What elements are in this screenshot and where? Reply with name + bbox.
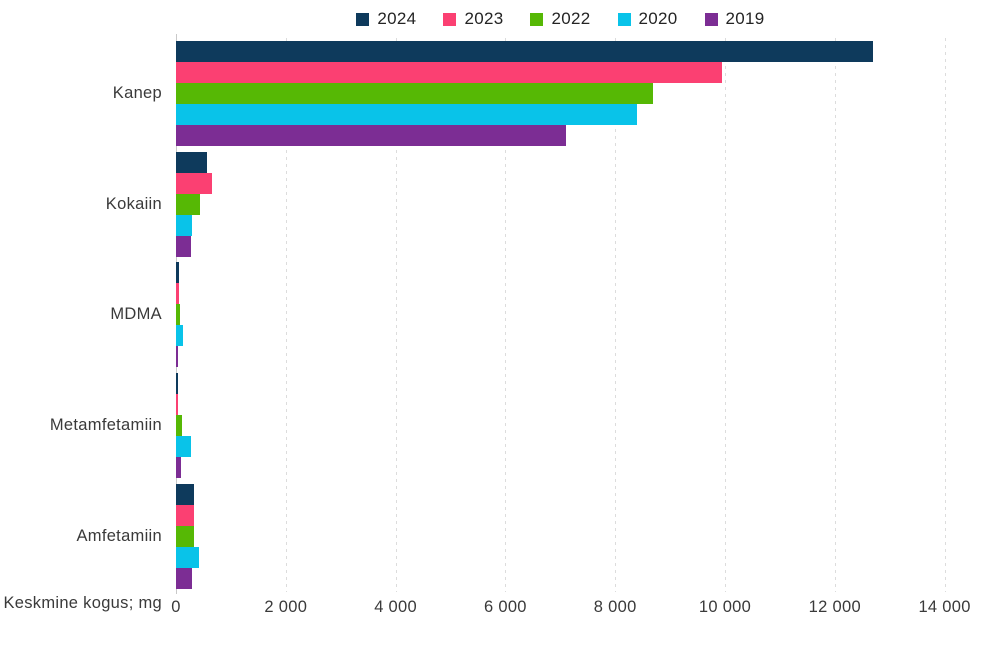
plot-area (176, 34, 946, 594)
legend-label: 2023 (464, 9, 504, 28)
bar-group-kokaiin (176, 149, 945, 260)
bar-mdma-2019 (176, 346, 179, 368)
bar-group-kanep (176, 38, 945, 149)
x-axis-ticks: 0 2 000 4 000 6 000 8 000 10 000 12 000 14 000 (171, 598, 970, 620)
legend-label: 2019 (725, 9, 765, 28)
bar-kokaiin-2023 (176, 172, 212, 194)
gridline (725, 38, 726, 592)
bar-metamfetamiin-2019 (176, 457, 181, 479)
legend-label: 2020 (638, 9, 678, 28)
bar-metamfetamiin-2024 (176, 373, 179, 395)
gridline (285, 38, 287, 592)
category-label-metamfetamiin: Metamfetamiin (49, 416, 162, 435)
bar-metamfetamiin-2020 (176, 436, 192, 458)
legend-swatch-icon (443, 12, 457, 26)
legend-item-2022: 2022 (530, 9, 590, 29)
bar-group-amfetamiin (176, 481, 945, 592)
x-tick-label: 0 (171, 598, 181, 616)
bar-kokaiin-2019 (176, 235, 192, 257)
bar-mdma-2022 (176, 304, 181, 326)
gridline (615, 38, 617, 592)
bar-amfetamiin-2023 (176, 505, 195, 527)
bar-amfetamiin-2019 (176, 568, 193, 590)
x-tick-label: 4 000 (374, 598, 417, 616)
x-tick-label: 2 000 (264, 598, 308, 616)
gridline (944, 38, 946, 592)
legend-item-2024: 2024 (356, 9, 416, 29)
legend-swatch-icon (530, 12, 544, 26)
x-tick-label: 8 000 (593, 598, 637, 616)
bar-metamfetamiin-2022 (176, 415, 183, 437)
legend-swatch-icon (356, 12, 370, 26)
gridline (505, 38, 507, 592)
bar-amfetamiin-2020 (176, 547, 199, 569)
category-label-amfetamiin: Amfetamiin (76, 527, 162, 546)
bar-kanep-2020 (176, 103, 638, 125)
legend-label: 2024 (377, 9, 417, 28)
chart-legend: 2024 2023 2022 2020 2019 (176, 8, 945, 30)
bar-kokaiin-2022 (176, 193, 201, 215)
bar-mdma-2020 (176, 325, 184, 347)
legend-swatch-icon (704, 12, 718, 26)
x-tick-label: 14 000 (918, 598, 971, 616)
legend-item-2023: 2023 (443, 9, 503, 29)
bar-kanep-2019 (176, 124, 566, 146)
gridline (395, 38, 397, 592)
gridline (834, 38, 836, 592)
bar-kanep-2023 (176, 61, 723, 83)
bar-kanep-2022 (176, 82, 654, 104)
bar-kokaiin-2024 (176, 151, 207, 173)
category-label-kokaiin: Kokaiin (105, 194, 162, 213)
category-label-mdma: MDMA (110, 305, 162, 324)
legend-swatch-icon (617, 12, 631, 26)
bar-group-metamfetamiin (176, 370, 945, 481)
x-tick-label: 12 000 (808, 598, 861, 616)
legend-label: 2022 (551, 9, 591, 28)
bar-kokaiin-2020 (176, 214, 193, 236)
bar-group-mdma (176, 260, 945, 371)
bar-amfetamiin-2024 (176, 484, 195, 506)
bar-mdma-2023 (176, 283, 180, 305)
x-tick-label: 6 000 (483, 598, 527, 616)
legend-item-2020: 2020 (617, 9, 678, 29)
x-axis-title: Keskmine kogus; mg (3, 594, 162, 612)
bar-mdma-2024 (176, 262, 180, 284)
x-tick-label: 10 000 (698, 598, 752, 616)
legend-item-2019: 2019 (704, 9, 765, 29)
bar-kanep-2024 (176, 40, 874, 62)
category-label-kanep: Kanep (112, 83, 162, 102)
bar-amfetamiin-2022 (176, 526, 195, 548)
bar-metamfetamiin-2023 (176, 394, 179, 416)
